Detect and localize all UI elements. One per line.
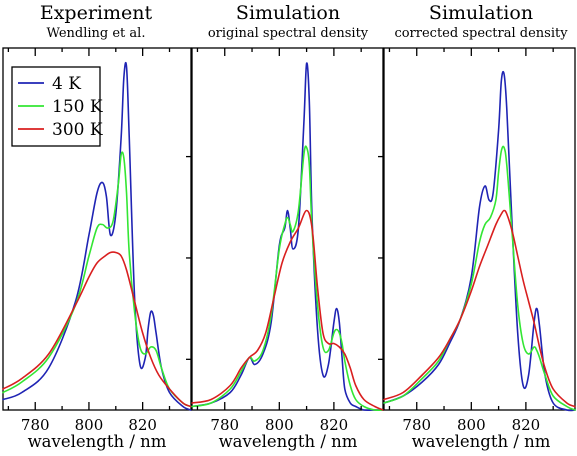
- x-tick-label: 800: [457, 416, 486, 434]
- legend-label-300k: 300 K: [52, 120, 103, 140]
- panel-simulation-corrected: Simulation corrected spectral density 78…: [378, 2, 576, 451]
- series-line-150-k: [191, 145, 384, 412]
- plot-frame: [191, 47, 384, 411]
- panel-experiment: Experiment Wendling et al. 780 800 820 wav…: [2, 2, 192, 451]
- series-line-300-k: [2, 251, 192, 408]
- panel-title: Experiment: [40, 2, 153, 24]
- legend: 4 K 150 K 300 K: [11, 66, 103, 147]
- series-line-300-k: [191, 209, 384, 411]
- x-tick-label: 800: [265, 416, 294, 434]
- x-axis-label: wavelength / nm: [28, 432, 167, 451]
- x-tick-label: 820: [512, 416, 541, 434]
- series-layer: [2, 62, 192, 411]
- panel-subtitle: corrected spectral density: [394, 26, 568, 41]
- series-line-4-k: [383, 70, 576, 412]
- x-tick-label: 820: [128, 416, 157, 434]
- series-layer: [383, 70, 576, 412]
- series-layer: [191, 62, 384, 412]
- x-tick-label: 800: [75, 416, 104, 434]
- panel-subtitle: original spectral density: [208, 26, 369, 41]
- panel-subtitle: Wendling et al.: [47, 26, 146, 41]
- plot-frame: [383, 47, 576, 411]
- panel-title: Simulation: [236, 2, 340, 24]
- legend-label-4k: 4 K: [52, 74, 81, 94]
- x-tick-label: 820: [320, 416, 349, 434]
- panel-title: Simulation: [429, 2, 533, 24]
- x-tick-label: 780: [402, 416, 431, 434]
- series-line-150-k: [2, 151, 192, 408]
- x-tick-label: 780: [210, 416, 239, 434]
- x-axis-label: wavelength / nm: [412, 432, 551, 451]
- series-line-4-k: [2, 62, 192, 411]
- tick-layer: 780 800 820: [186, 48, 362, 434]
- panel-simulation-original: Simulation original spectral density 780…: [186, 2, 384, 451]
- series-line-4-k: [191, 62, 384, 412]
- tick-layer: 780 800 820: [7, 48, 171, 434]
- x-tick-label: 780: [21, 416, 50, 434]
- legend-label-150k: 150 K: [52, 97, 103, 117]
- tick-layer: 780 800 820: [378, 48, 554, 434]
- x-axis-label: wavelength / nm: [219, 432, 358, 451]
- plot-frame: [2, 47, 192, 411]
- series-line-300-k: [383, 209, 576, 408]
